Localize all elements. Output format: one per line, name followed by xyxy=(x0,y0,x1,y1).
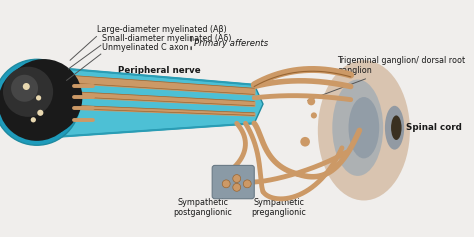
Circle shape xyxy=(222,180,230,188)
Circle shape xyxy=(37,110,44,116)
Text: Unmyelinated C axon: Unmyelinated C axon xyxy=(102,43,188,52)
Circle shape xyxy=(233,175,241,182)
Circle shape xyxy=(3,67,53,117)
Circle shape xyxy=(233,183,241,191)
Circle shape xyxy=(311,112,317,118)
Circle shape xyxy=(0,64,75,141)
Text: Trigeminal ganglion/ dorsal root
ganglion: Trigeminal ganglion/ dorsal root ganglio… xyxy=(308,56,465,100)
Circle shape xyxy=(13,70,71,128)
FancyBboxPatch shape xyxy=(212,165,254,199)
Text: Peripheral nerve: Peripheral nerve xyxy=(118,66,201,75)
Circle shape xyxy=(31,117,36,123)
Ellipse shape xyxy=(391,115,401,140)
Circle shape xyxy=(0,59,80,145)
Circle shape xyxy=(243,180,251,188)
Polygon shape xyxy=(37,66,263,138)
Text: Sympathetic
postganglionic: Sympathetic postganglionic xyxy=(173,198,232,217)
Circle shape xyxy=(23,83,57,118)
Text: Large-diameter myelinated (Aβ): Large-diameter myelinated (Aβ) xyxy=(97,25,227,34)
Circle shape xyxy=(11,75,38,102)
Ellipse shape xyxy=(348,97,379,158)
Ellipse shape xyxy=(318,60,410,201)
Ellipse shape xyxy=(385,106,404,150)
Text: Primary afferents: Primary afferents xyxy=(194,39,268,48)
Ellipse shape xyxy=(332,79,383,176)
Circle shape xyxy=(307,97,315,105)
Circle shape xyxy=(5,59,82,136)
Text: Small-diameter myelinated (Aδ): Small-diameter myelinated (Aδ) xyxy=(102,34,231,43)
Text: Spinal cord: Spinal cord xyxy=(406,123,462,132)
Circle shape xyxy=(36,95,41,100)
Circle shape xyxy=(301,137,310,146)
Circle shape xyxy=(23,83,30,90)
Text: Sympathetic
preganglionic: Sympathetic preganglionic xyxy=(251,198,306,217)
